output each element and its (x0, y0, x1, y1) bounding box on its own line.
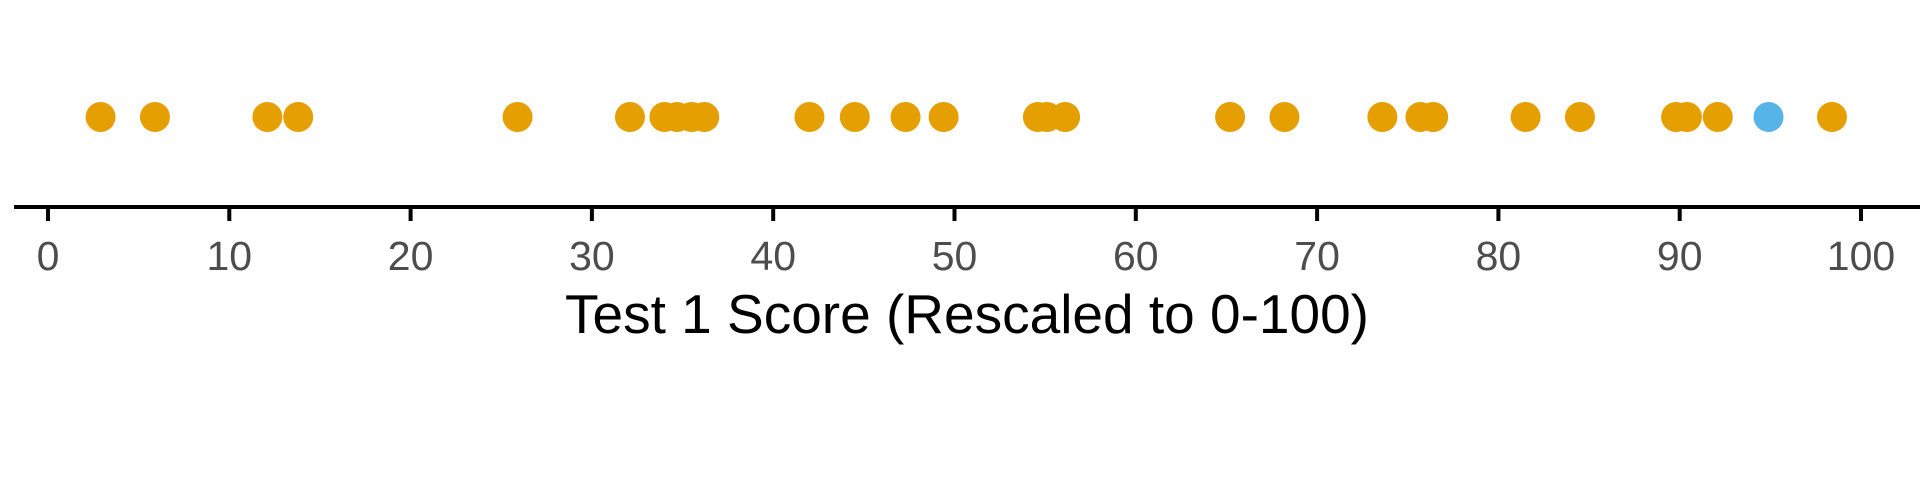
data-point (1564, 102, 1595, 132)
x-tick-label: 10 (206, 233, 252, 279)
data-point (283, 102, 314, 132)
x-tick-label: 40 (750, 233, 796, 279)
data-point-highlighted (1753, 102, 1784, 132)
data-point (85, 102, 116, 132)
data-point (1367, 102, 1398, 132)
data-point (1702, 102, 1733, 132)
data-point (794, 102, 825, 132)
data-point (890, 102, 921, 132)
data-point (614, 102, 645, 132)
data-point (928, 102, 959, 132)
data-point (1671, 102, 1702, 132)
data-point (839, 102, 870, 132)
data-point (139, 102, 170, 132)
data-point (1215, 102, 1246, 132)
data-point (1269, 102, 1300, 132)
data-point (1050, 102, 1081, 132)
x-tick-label: 90 (1657, 233, 1703, 279)
data-point (1418, 102, 1449, 132)
data-point (1510, 102, 1541, 132)
data-points (85, 102, 1847, 132)
x-tick-label: 20 (388, 233, 434, 279)
data-point (252, 102, 283, 132)
data-point (1816, 102, 1847, 132)
x-tick-label: 100 (1827, 233, 1895, 279)
data-point (689, 102, 720, 132)
x-axis-title: Test 1 Score (Rescaled to 0-100) (565, 283, 1369, 345)
x-tick-label: 0 (37, 233, 60, 279)
x-tick-label: 50 (932, 233, 978, 279)
x-tick-label: 30 (569, 233, 615, 279)
x-tick-label: 70 (1294, 233, 1340, 279)
x-tick-label: 80 (1476, 233, 1522, 279)
x-tick-label: 60 (1113, 233, 1159, 279)
data-point (502, 102, 533, 132)
x-axis-ticks: 0 10 20 30 40 50 60 70 80 90 100 (37, 207, 1895, 279)
